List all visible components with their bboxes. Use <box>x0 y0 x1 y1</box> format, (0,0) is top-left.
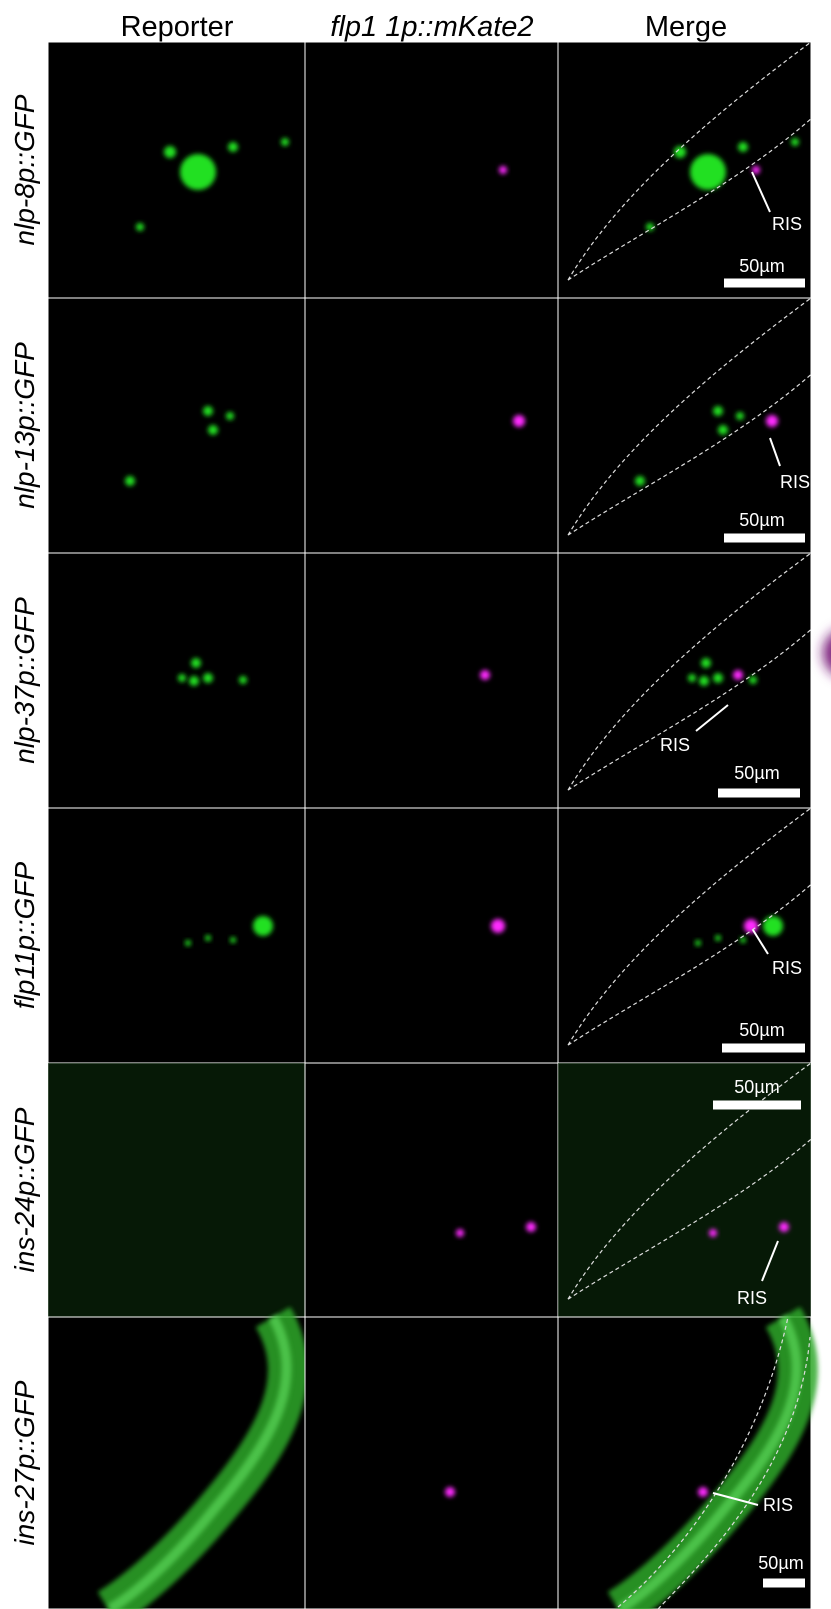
gfp-signal <box>646 223 654 231</box>
ris-label: RIS <box>772 214 802 234</box>
gfp-signal <box>713 673 723 683</box>
scale-label: 50µm <box>739 510 784 530</box>
ris-label: RIS <box>780 472 810 492</box>
panel-background <box>48 553 305 808</box>
ris-label: RIS <box>763 1495 793 1515</box>
gfp-signal <box>228 142 238 152</box>
gfp-signal <box>226 412 234 420</box>
gfp-signal <box>718 425 728 435</box>
figure: Reporterflp1 1p::mKate2Mergenlp-8p::GFPR… <box>0 0 831 1609</box>
image-panel <box>305 808 558 1063</box>
gfp-signal <box>136 223 144 231</box>
gfp-signal <box>208 425 218 435</box>
scale-label: 50µm <box>734 763 779 783</box>
mkate-signal <box>744 919 758 933</box>
gfp-signal <box>239 676 247 684</box>
row-label: nlp-13p::GFP <box>9 342 40 509</box>
gfp-signal <box>738 142 748 152</box>
gfp-signal <box>203 673 213 683</box>
gfp-signal <box>164 146 176 158</box>
mkate-signal <box>456 1229 464 1237</box>
image-panel <box>305 1317 558 1609</box>
mkate-signal <box>766 415 778 427</box>
image-panel <box>48 42 305 298</box>
row-label: ins-27p::GFP <box>9 1380 40 1545</box>
background-glow <box>48 1063 305 1317</box>
panel-background <box>48 298 305 553</box>
scale-label: 50µm <box>739 256 784 276</box>
column-header: flp1 1p::mKate2 <box>330 11 533 43</box>
gfp-signal <box>736 412 744 420</box>
image-panel <box>48 553 305 808</box>
mkate-signal <box>526 1222 536 1232</box>
image-panel: RIS 50µm <box>558 1063 811 1317</box>
mkate-signal <box>480 670 490 680</box>
column-header: Merge <box>645 11 727 43</box>
mkate-signal <box>499 166 507 174</box>
mkate-signal <box>709 1229 717 1237</box>
image-panel <box>305 42 558 298</box>
gfp-signal <box>203 406 213 416</box>
gfp-signal <box>695 940 701 946</box>
mkate-signal <box>491 919 505 933</box>
image-panel <box>48 1063 305 1317</box>
column-header: Reporter <box>121 11 234 43</box>
mkate-signal <box>779 1222 789 1232</box>
gfp-signal <box>690 154 726 190</box>
gfp-signal <box>185 940 191 946</box>
row-label: flp11p::GFP <box>9 862 40 1010</box>
panel-background <box>48 808 305 1063</box>
image-panel: RIS 50µm <box>558 1317 811 1609</box>
gfp-signal <box>635 476 645 486</box>
image-panel <box>48 298 305 553</box>
panel-background <box>305 553 558 808</box>
mkate-signal <box>513 415 525 427</box>
gfp-signal <box>191 658 201 668</box>
image-panel <box>305 1063 558 1317</box>
mkate-signal <box>823 628 831 678</box>
mkate-signal <box>698 1487 708 1497</box>
gfp-signal <box>715 935 721 941</box>
gfp-signal <box>125 476 135 486</box>
scale-label: 50µm <box>734 1077 779 1097</box>
gfp-signal <box>701 658 711 668</box>
row-label: nlp-8p::GFP <box>9 94 40 245</box>
gfp-signal <box>205 935 211 941</box>
image-panel <box>305 298 558 553</box>
panel-background <box>305 1063 558 1317</box>
row-label: nlp-37p::GFP <box>9 597 40 764</box>
ris-label: RIS <box>772 958 802 978</box>
gfp-signal <box>763 916 783 936</box>
scale-label: 50µm <box>758 1553 803 1573</box>
image-panel <box>48 808 305 1063</box>
gfp-signal <box>791 138 799 146</box>
gfp-signal <box>749 676 757 684</box>
mkate-signal <box>733 670 743 680</box>
gfp-signal <box>688 674 696 682</box>
image-panel: RIS 50µm <box>558 42 811 298</box>
gfp-signal <box>713 406 723 416</box>
panel-background <box>48 42 305 298</box>
image-panel: RIS 50µm <box>558 808 811 1063</box>
ris-label: RIS <box>660 735 690 755</box>
gfp-signal <box>180 154 216 190</box>
panel-background <box>305 808 558 1063</box>
panel-background <box>305 42 558 298</box>
panel-background <box>305 1317 558 1609</box>
gfp-signal <box>178 674 186 682</box>
scale-label: 50µm <box>739 1020 784 1040</box>
image-panel: RIS 50µm <box>558 553 831 808</box>
gfp-signal <box>253 916 273 936</box>
image-panel: RIS 50µm <box>558 298 811 553</box>
gfp-signal <box>230 937 236 943</box>
gfp-signal <box>699 676 709 686</box>
gfp-signal <box>281 138 289 146</box>
mkate-signal <box>445 1487 455 1497</box>
gfp-signal <box>189 676 199 686</box>
ris-label: RIS <box>737 1288 767 1308</box>
row-label: ins-24p::GFP <box>9 1107 40 1272</box>
image-panel <box>48 1317 305 1609</box>
